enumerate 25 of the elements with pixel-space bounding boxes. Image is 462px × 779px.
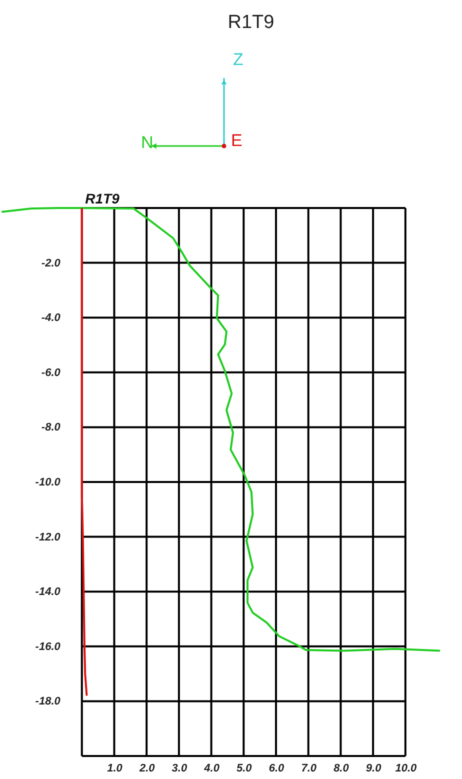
y-tick-label: -10.0	[35, 476, 62, 488]
text: Z	[233, 50, 244, 69]
chart-title: R1T9	[228, 12, 274, 33]
x-tick-label: 5.0	[236, 762, 253, 774]
x-tick-label: 8.0	[334, 762, 350, 774]
x-tick-label: 7.0	[301, 762, 318, 774]
y-tick-label: -14.0	[35, 586, 62, 598]
x-tick-label: 3.0	[172, 762, 188, 774]
y-tick-label: -18.0	[35, 696, 62, 708]
x-tick-label: 9.0	[366, 762, 382, 774]
x-tick-label: 6.0	[268, 762, 286, 774]
x-tick-label: 10.0	[395, 762, 418, 774]
y-tick-label: -8.0	[41, 422, 62, 434]
text: N	[141, 133, 154, 152]
y-tick-label: -6.0	[41, 366, 62, 379]
x-tick-label: 4.0	[203, 762, 220, 774]
x-tick-label: 1.0	[107, 762, 124, 774]
annotation: R1T9	[85, 190, 120, 207]
y-tick-label: -12.0	[35, 531, 62, 544]
y-tick-label: -4.0	[41, 312, 62, 324]
y-tick-label: -16.0	[35, 640, 62, 653]
text: E	[231, 131, 242, 150]
line-series	[80, 207, 88, 697]
y-tick-label: -2.0	[41, 257, 62, 270]
x-tick-label: 2.0	[138, 762, 156, 774]
